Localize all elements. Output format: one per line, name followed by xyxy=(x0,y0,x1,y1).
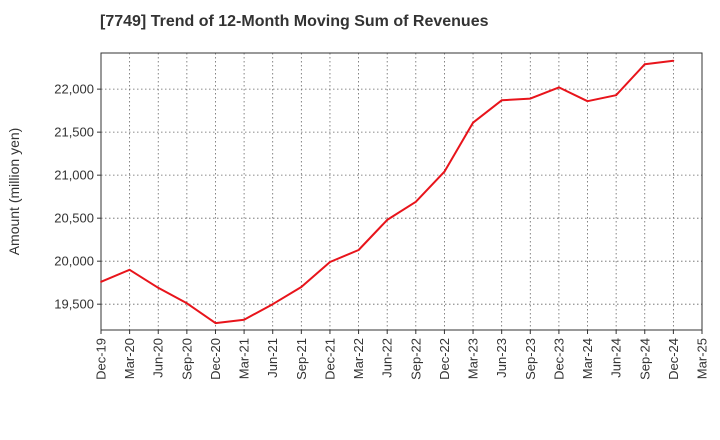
x-tick-label: Jun-24 xyxy=(609,338,624,378)
data-point xyxy=(243,318,245,321)
data-point xyxy=(558,86,560,89)
x-tick-label: Dec-23 xyxy=(551,338,566,380)
x-tick-label: Sep-21 xyxy=(294,338,309,380)
x-tick-label: Dec-19 xyxy=(94,338,109,380)
x-axis-ticks: Dec-19 Mar-20 Jun-20 Sep-20 Dec-20 Mar-21 Jun-… xyxy=(94,330,710,380)
x-tick-label: Mar-20 xyxy=(122,338,137,379)
x-tick-label: Sep-20 xyxy=(179,338,194,380)
grid xyxy=(101,53,702,330)
x-tick-label: Jun-21 xyxy=(265,338,280,378)
plot-frame xyxy=(100,52,703,331)
x-tick-label: Sep-23 xyxy=(523,338,538,380)
series-layer xyxy=(100,59,675,325)
x-tick-label: Sep-24 xyxy=(637,338,652,380)
y-tick-label: 21,500 xyxy=(54,125,94,140)
data-point xyxy=(414,200,417,203)
data-point xyxy=(128,268,131,271)
data-point xyxy=(672,59,675,62)
x-tick-label: Jun-20 xyxy=(151,338,166,378)
data-point xyxy=(271,303,274,306)
x-tick-label: Dec-21 xyxy=(322,338,337,380)
series-line xyxy=(100,59,674,325)
x-tick-label: Mar-24 xyxy=(580,338,595,379)
data-point xyxy=(443,170,446,173)
data-point xyxy=(500,99,503,102)
data-point xyxy=(100,280,102,283)
x-tick-label: Mar-23 xyxy=(466,338,481,379)
y-axis-ticks: 19,500 20,000 20,500 21,000 21,500 22,000 xyxy=(54,82,101,312)
x-tick-label: Dec-20 xyxy=(208,338,223,380)
data-point xyxy=(185,302,188,305)
x-tick-label: Sep-22 xyxy=(408,338,423,380)
y-tick-label: 19,500 xyxy=(54,297,94,312)
data-point xyxy=(157,286,160,289)
y-tick-label: 20,500 xyxy=(54,211,94,226)
data-point xyxy=(386,218,389,221)
data-point xyxy=(214,322,217,325)
y-tick-label: 20,000 xyxy=(54,254,94,269)
y-tick-label: 21,000 xyxy=(54,168,94,183)
x-tick-label: Mar-25 xyxy=(695,338,710,379)
x-tick-label: Jun-22 xyxy=(380,338,395,378)
y-tick-label: 22,000 xyxy=(54,82,94,97)
data-point xyxy=(643,63,646,66)
x-tick-label: Dec-24 xyxy=(666,338,681,380)
y-axis-label: Amount (million yen) xyxy=(6,128,22,256)
data-point xyxy=(357,249,360,251)
data-point xyxy=(615,94,618,97)
data-point xyxy=(300,286,303,288)
x-tick-label: Dec-22 xyxy=(437,338,452,380)
chart-title: [7749] Trend of 12-Month Moving Sum of R… xyxy=(100,13,489,30)
data-point xyxy=(529,97,532,100)
data-point xyxy=(586,100,589,103)
data-point xyxy=(329,261,331,263)
x-tick-label: Mar-22 xyxy=(351,338,366,379)
data-point xyxy=(472,121,474,124)
x-tick-label: Jun-23 xyxy=(494,338,509,378)
x-tick-label: Mar-21 xyxy=(237,338,252,379)
